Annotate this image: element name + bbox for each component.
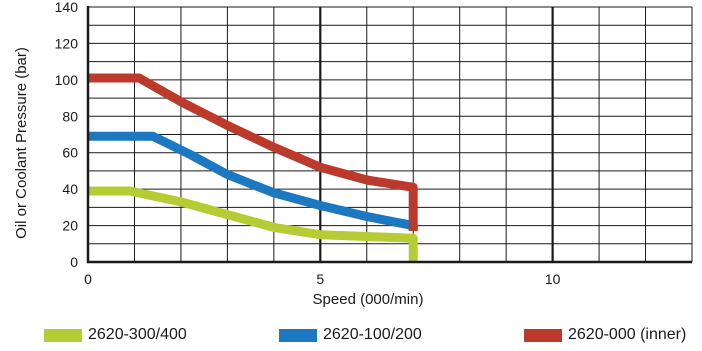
legend-label-series-3: 2620-000 (inner) xyxy=(568,326,687,343)
series-line-3 xyxy=(88,73,418,231)
chart-tick-labels: 0 20 40 60 80 100 120 140 0 5 10 xyxy=(55,0,561,287)
chart-series-layer xyxy=(88,73,418,262)
legend-item-series-3: 2620-000 (inner) xyxy=(524,322,686,348)
y-tick-label-120: 120 xyxy=(55,35,79,51)
legend-item-series-2: 2620-100/200 xyxy=(279,322,422,348)
x-tick-label-10: 10 xyxy=(545,271,561,287)
chart-legend: 2620-300/400 2620-100/200 2620-000 (inne… xyxy=(0,322,702,348)
y-tick-label-20: 20 xyxy=(62,218,78,234)
y-tick-label-80: 80 xyxy=(62,108,78,124)
legend-swatch-series-3 xyxy=(524,328,562,342)
y-tick-label-0: 0 xyxy=(70,254,78,270)
series-line-1 xyxy=(88,186,418,262)
y-tick-label-60: 60 xyxy=(62,145,78,161)
legend-swatch-series-2 xyxy=(279,328,317,342)
y-axis-title: Oil or Coolant Pressure (bar) xyxy=(13,47,30,239)
series-line-2 xyxy=(88,131,418,231)
legend-label-series-1: 2620-300/400 xyxy=(88,326,187,343)
y-tick-label-100: 100 xyxy=(55,72,79,88)
x-tick-label-5: 5 xyxy=(316,271,324,287)
chart-grid xyxy=(88,6,693,262)
pressure-speed-chart: 0 20 40 60 80 100 120 140 0 5 10 Speed (000/min) O… xyxy=(13,0,693,308)
legend-label-series-2: 2620-100/200 xyxy=(323,326,422,343)
x-axis-title: Speed (000/min) xyxy=(313,291,424,308)
chart-axes xyxy=(86,6,692,264)
legend-swatch-series-1 xyxy=(44,328,82,342)
y-tick-label-140: 140 xyxy=(55,0,79,15)
y-tick-label-40: 40 xyxy=(62,181,78,197)
x-tick-label-0: 0 xyxy=(84,271,92,287)
legend-item-series-1: 2620-300/400 xyxy=(44,322,187,348)
